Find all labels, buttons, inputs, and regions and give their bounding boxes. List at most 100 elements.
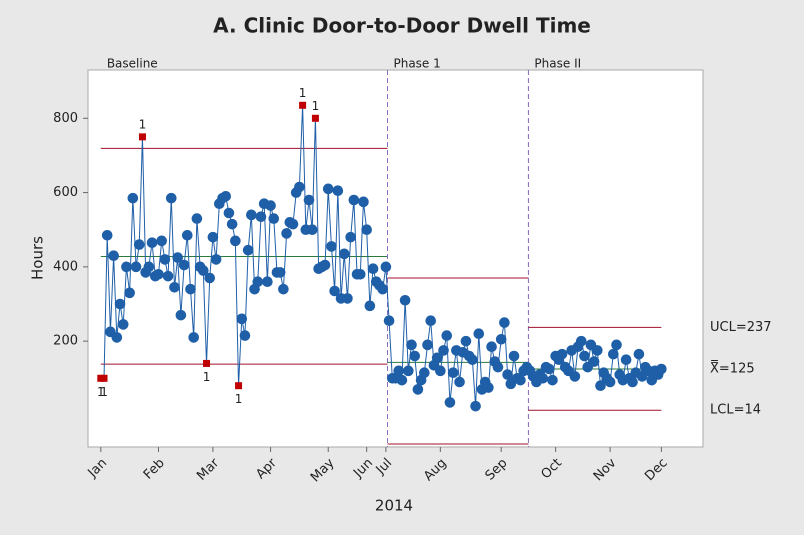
point (364, 300, 376, 312)
point (262, 276, 273, 288)
point (274, 267, 286, 278)
point (604, 376, 616, 388)
point (595, 380, 606, 392)
point (361, 224, 372, 236)
point (473, 328, 485, 340)
phase-label: Phase II (534, 57, 581, 71)
point (483, 382, 494, 393)
point (159, 254, 171, 265)
point (153, 268, 164, 280)
point (169, 281, 180, 293)
point (393, 365, 405, 377)
point (246, 209, 257, 221)
point (627, 376, 638, 388)
point (383, 315, 395, 327)
point (515, 374, 526, 386)
y-tick-label: 200 (53, 334, 78, 349)
ucl-label: UCL=237 (710, 320, 772, 335)
chart-title: A. Clinic Door-to-Door Dwell Time (213, 14, 591, 38)
point (322, 183, 334, 195)
point (492, 361, 504, 373)
point (185, 283, 196, 295)
point (342, 293, 353, 304)
point (108, 250, 119, 262)
point (181, 229, 193, 241)
point (207, 231, 219, 243)
point (399, 294, 411, 306)
point (543, 363, 555, 375)
point (198, 265, 209, 276)
cl-label: X̿=125 (710, 360, 755, 376)
point (329, 285, 340, 297)
point (332, 185, 344, 197)
point (396, 374, 408, 386)
flag-label: 1 (100, 385, 108, 399)
flagged-point (299, 101, 307, 109)
flagged-point (138, 133, 146, 141)
y-tick-label: 600 (53, 185, 78, 200)
point (178, 259, 190, 271)
point (345, 231, 356, 243)
point (460, 335, 472, 347)
point (406, 339, 417, 351)
point (441, 330, 453, 341)
flag-label: 1 (235, 392, 243, 406)
point (210, 254, 222, 265)
point (188, 332, 200, 343)
point (354, 268, 366, 280)
point (499, 317, 510, 328)
flagged-point (235, 382, 243, 390)
point (172, 252, 183, 263)
point (495, 333, 507, 345)
point (252, 276, 264, 288)
x-axis-label: 2014 (375, 497, 413, 515)
point (486, 341, 497, 353)
phase-label: Baseline (107, 57, 158, 71)
point (303, 194, 315, 206)
y-tick-label: 800 (53, 111, 78, 126)
point (162, 270, 174, 282)
point (165, 192, 177, 204)
flag-label: 1 (299, 86, 307, 100)
point (425, 315, 437, 327)
flagged-point (203, 359, 211, 367)
point (409, 350, 421, 362)
point (101, 229, 113, 241)
point (242, 244, 254, 256)
point (319, 259, 331, 271)
point (454, 376, 465, 388)
point (438, 345, 449, 356)
point (579, 350, 590, 362)
point (403, 365, 414, 377)
point (367, 263, 379, 275)
point (127, 192, 139, 204)
point (575, 335, 587, 347)
point (223, 207, 235, 219)
point (156, 235, 167, 247)
phase-label: Phase 1 (393, 57, 440, 71)
point (591, 345, 603, 356)
point (633, 348, 645, 360)
point (444, 397, 456, 408)
point (620, 354, 632, 366)
point (412, 384, 424, 395)
point (348, 194, 360, 206)
point (114, 298, 126, 310)
point (547, 374, 558, 386)
flag-label: 1 (203, 370, 211, 384)
point (431, 352, 443, 364)
point (306, 224, 318, 236)
point (338, 248, 350, 260)
point (143, 261, 155, 273)
point (422, 339, 433, 351)
y-tick-label: 400 (53, 259, 78, 274)
point (226, 218, 238, 230)
point (470, 400, 481, 412)
point (236, 313, 248, 325)
point (419, 367, 430, 379)
point (377, 283, 388, 295)
flag-label: 1 (97, 385, 105, 399)
point (358, 196, 369, 208)
point (380, 261, 392, 273)
